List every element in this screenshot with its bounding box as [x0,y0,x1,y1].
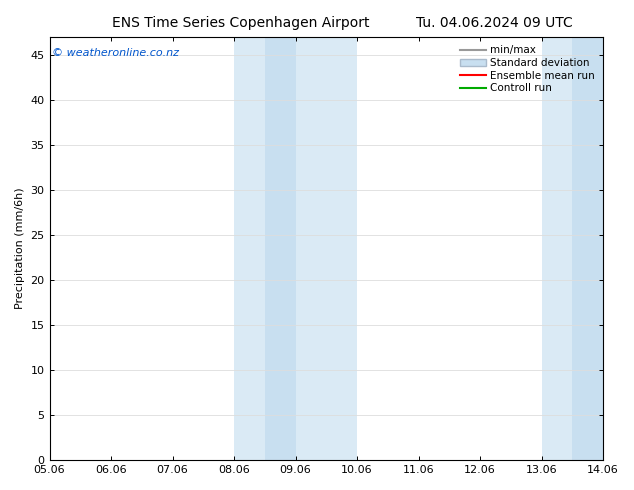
Bar [541,37,573,460]
Bar [234,37,265,460]
Bar [265,37,295,460]
Bar [295,37,357,460]
Y-axis label: Precipitation (mm/6h): Precipitation (mm/6h) [15,188,25,309]
Legend: min/max, Standard deviation, Ensemble mean run, Controll run: min/max, Standard deviation, Ensemble me… [456,42,598,97]
Text: ENS Time Series Copenhagen Airport: ENS Time Series Copenhagen Airport [112,16,370,30]
Text: Tu. 04.06.2024 09 UTC: Tu. 04.06.2024 09 UTC [416,16,573,30]
Bar [573,37,603,460]
Text: © weatheronline.co.nz: © weatheronline.co.nz [53,48,179,58]
